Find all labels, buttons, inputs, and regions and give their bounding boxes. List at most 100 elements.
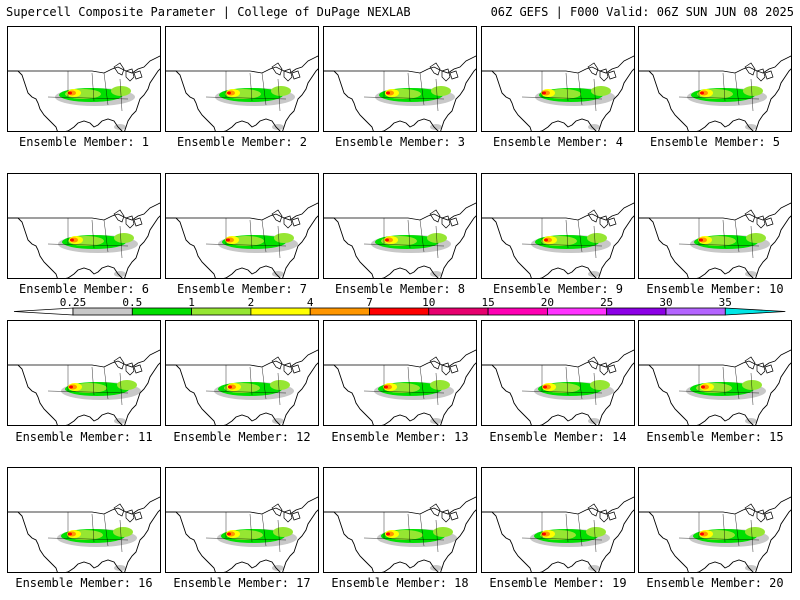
scp-map xyxy=(639,496,791,572)
map-panel xyxy=(323,26,477,132)
scp-shade-east xyxy=(590,380,610,390)
scp-map xyxy=(8,202,160,278)
colorbar-tick-label: 25 xyxy=(600,296,613,309)
scp-shade-red xyxy=(542,532,546,536)
scp-shade-red xyxy=(542,91,546,95)
scp-shade-red xyxy=(701,385,705,389)
map-panel xyxy=(7,320,161,426)
member-caption: Ensemble Member: 17 xyxy=(173,576,311,590)
colorbar-segment xyxy=(487,307,548,316)
scp-map xyxy=(8,55,160,131)
scp-shade-east xyxy=(743,86,763,96)
scp-map xyxy=(166,349,318,425)
scp-map xyxy=(482,496,634,572)
scp-shade-red xyxy=(700,532,704,536)
map-panel xyxy=(323,467,477,573)
scp-map xyxy=(8,496,160,572)
map-panel xyxy=(323,173,477,279)
colorbar-under-arrow xyxy=(13,307,74,316)
scp-shade-red xyxy=(226,238,230,242)
scp-map xyxy=(482,349,634,425)
member-caption: Ensemble Member: 15 xyxy=(646,430,784,444)
scp-shade-red xyxy=(227,532,231,536)
scp-shade-east xyxy=(274,233,294,243)
scp-map xyxy=(324,496,476,572)
map-panel xyxy=(638,467,792,573)
scp-shade-red xyxy=(228,385,232,389)
colorbar-tick-label: 35 xyxy=(719,296,732,309)
scp-shade-east xyxy=(114,233,134,243)
member-caption: Ensemble Member: 18 xyxy=(331,576,469,590)
scp-map xyxy=(324,349,476,425)
member-caption: Ensemble Member: 11 xyxy=(15,430,153,444)
colorbar-tick-label: 4 xyxy=(307,296,314,309)
member-caption: Ensemble Member: 10 xyxy=(646,282,784,296)
header-title: Supercell Composite Parameter | College … xyxy=(6,5,411,19)
scp-shade-east xyxy=(270,380,290,390)
map-panel xyxy=(165,320,319,426)
map-panel xyxy=(638,173,792,279)
scp-shade-red xyxy=(386,532,390,536)
map-panel xyxy=(165,467,319,573)
colorbar-tick-label: 20 xyxy=(541,296,554,309)
colorbar-segment xyxy=(547,307,608,316)
scp-shade-east xyxy=(746,233,766,243)
member-caption: Ensemble Member: 2 xyxy=(176,135,308,149)
map-panel xyxy=(7,173,161,279)
scp-map xyxy=(166,55,318,131)
colorbar-tick-label: 0.25 xyxy=(60,296,87,309)
scp-shade-red xyxy=(543,385,547,389)
scp-map xyxy=(482,55,634,131)
map-panel xyxy=(481,26,635,132)
scp-shade-red xyxy=(70,238,74,242)
scp-shade-east xyxy=(431,86,451,96)
scp-shade-east xyxy=(587,233,607,243)
colorbar-segment xyxy=(665,307,726,316)
colorbar-segment xyxy=(131,307,193,316)
scp-map xyxy=(324,202,476,278)
scp-map xyxy=(166,496,318,572)
scp-map xyxy=(166,202,318,278)
scp-shade-red xyxy=(699,238,703,242)
scp-shade-east xyxy=(113,527,133,537)
member-caption: Ensemble Member: 8 xyxy=(334,282,466,296)
scp-map xyxy=(639,202,791,278)
member-caption: Ensemble Member: 20 xyxy=(646,576,784,590)
member-caption: Ensemble Member: 19 xyxy=(489,576,627,590)
colorbar-segment xyxy=(428,307,489,316)
scp-map xyxy=(639,55,791,131)
colorbar-tick-label: 7 xyxy=(366,296,373,309)
colorbar-segment xyxy=(369,307,430,316)
member-caption: Ensemble Member: 6 xyxy=(18,282,150,296)
scp-shade-east xyxy=(117,380,137,390)
scp-shade-east xyxy=(433,527,453,537)
map-panel xyxy=(165,26,319,132)
scp-map xyxy=(639,349,791,425)
scp-shade-red xyxy=(544,238,548,242)
map-panel xyxy=(638,26,792,132)
colorbar-segment xyxy=(606,307,667,316)
scp-shade-east xyxy=(111,86,131,96)
member-caption: Ensemble Member: 5 xyxy=(649,135,781,149)
scp-shade-red xyxy=(68,91,72,95)
member-caption: Ensemble Member: 14 xyxy=(489,430,627,444)
scp-shade-east xyxy=(271,86,291,96)
map-panel xyxy=(638,320,792,426)
scp-shade-east xyxy=(745,527,765,537)
colorbar-segment xyxy=(72,307,133,316)
scp-shade-red xyxy=(385,238,389,242)
scp-shade-red xyxy=(386,91,390,95)
scp-shade-east xyxy=(742,380,762,390)
member-caption: Ensemble Member: 13 xyxy=(331,430,469,444)
scp-shade-red xyxy=(68,532,72,536)
map-panel xyxy=(323,320,477,426)
scp-map xyxy=(482,202,634,278)
map-panel xyxy=(7,26,161,132)
map-panel xyxy=(481,320,635,426)
map-panel xyxy=(165,173,319,279)
colorbar-segment xyxy=(250,307,311,316)
member-caption: Ensemble Member: 16 xyxy=(15,576,153,590)
header-valid-time: 06Z GEFS | F000 Valid: 06Z SUN JUN 08 20… xyxy=(490,5,794,19)
colorbar-tick-label: 1 xyxy=(188,296,195,309)
scp-shade-red xyxy=(227,91,231,95)
